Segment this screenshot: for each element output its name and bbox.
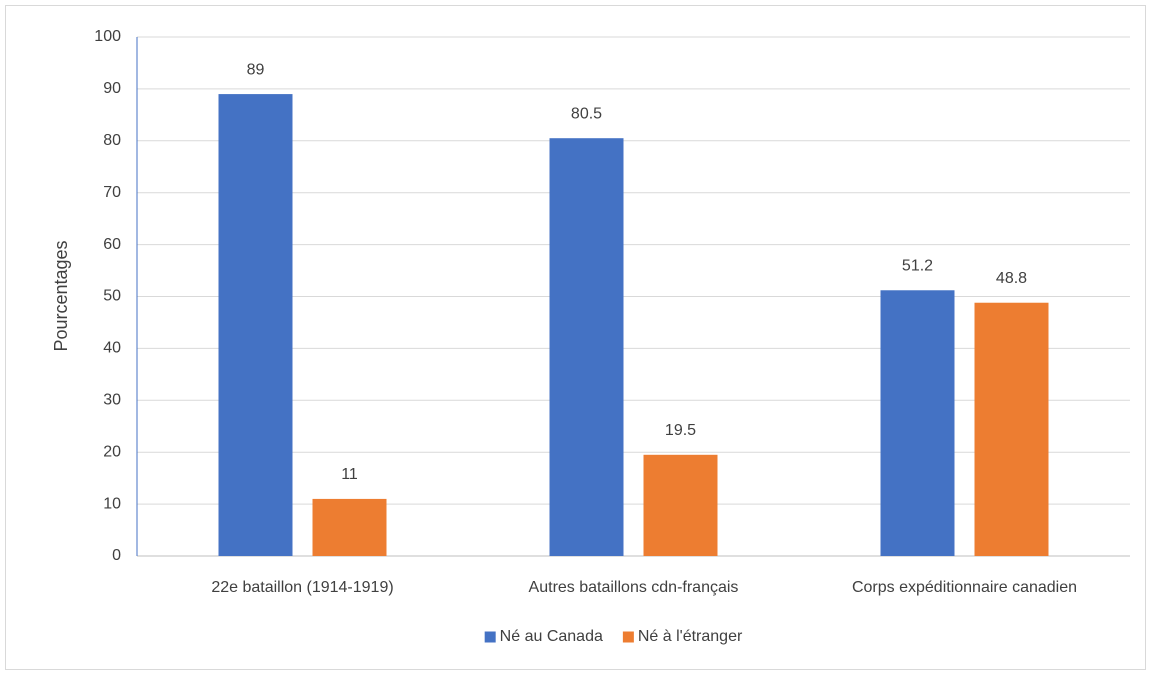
bar <box>549 138 624 556</box>
legend-label: Né au Canada <box>500 628 603 645</box>
data-label: 19.5 <box>665 422 696 439</box>
y-tick-label: 10 <box>103 495 121 512</box>
y-tick-label: 90 <box>103 80 121 97</box>
y-tick-label: 0 <box>112 547 121 564</box>
y-tick-label: 100 <box>94 28 121 45</box>
y-tick-label: 20 <box>103 443 121 460</box>
y-axis-label: Pourcentages <box>51 240 71 351</box>
y-tick-label: 60 <box>103 236 121 253</box>
data-label: 51.2 <box>902 257 933 274</box>
legend-label: Né à l'étranger <box>638 628 743 645</box>
legend-swatch <box>484 631 496 643</box>
x-tick-label: Corps expéditionnaire canadien <box>852 579 1077 596</box>
y-tick-label: 50 <box>103 288 121 305</box>
legend-swatch <box>622 631 634 643</box>
bar <box>974 302 1049 556</box>
y-tick-label: 40 <box>103 340 121 357</box>
data-label: 11 <box>341 466 358 483</box>
bar <box>218 94 293 556</box>
x-tick-label: Autres bataillons cdn-français <box>529 579 739 596</box>
data-label: 48.8 <box>996 270 1027 287</box>
data-label: 89 <box>247 61 265 78</box>
bar <box>880 290 955 556</box>
y-tick-label: 80 <box>103 132 121 149</box>
x-tick-label: 22e bataillon (1914-1919) <box>211 579 393 596</box>
bar <box>643 454 718 556</box>
data-label: 80.5 <box>571 105 602 122</box>
y-tick-label: 70 <box>103 184 121 201</box>
y-tick-label: 30 <box>103 392 121 409</box>
bar <box>312 498 387 556</box>
